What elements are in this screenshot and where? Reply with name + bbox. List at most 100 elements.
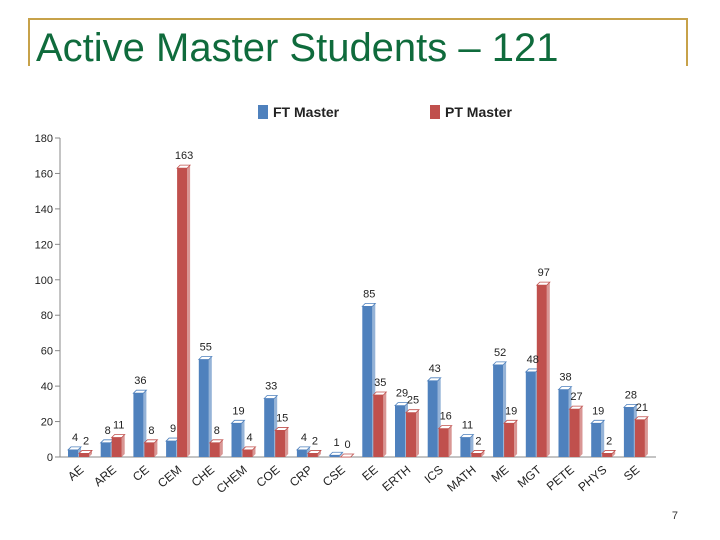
y-tick-label: 140 <box>35 204 53 216</box>
x-tick-label: MGT <box>515 462 545 490</box>
data-label-pt: 2 <box>475 435 481 447</box>
data-label-ft: 29 <box>396 388 408 400</box>
x-tick-label: ARE <box>91 463 119 490</box>
data-label-pt: 15 <box>276 412 288 424</box>
data-label-ft: 8 <box>105 425 111 437</box>
bar-pt-che <box>208 439 224 457</box>
data-label-pt: 19 <box>505 405 517 417</box>
x-tick-label: PETE <box>544 463 577 494</box>
page-number: 7 <box>671 510 678 522</box>
data-label-ft: 11 <box>462 420 473 432</box>
bar-ft-che <box>197 356 213 457</box>
data-label-ft: 19 <box>232 405 244 417</box>
bar-pt-phys <box>601 450 617 457</box>
y-tick-label: 60 <box>41 346 53 358</box>
y-tick-label: 40 <box>41 381 53 393</box>
bar-pt-ce <box>143 439 159 457</box>
x-tick-label: CHEM <box>214 463 250 496</box>
data-label-ft: 38 <box>559 372 571 384</box>
x-tick-label: CEM <box>155 463 184 491</box>
data-label-pt: 2 <box>83 435 89 447</box>
data-label-pt: 8 <box>148 425 154 437</box>
data-label-pt: 27 <box>570 391 582 403</box>
data-label-ft: 36 <box>134 375 146 387</box>
data-label-pt: 2 <box>312 435 318 447</box>
y-tick-label: 0 <box>47 452 53 464</box>
x-tick-label: ME <box>489 463 512 485</box>
x-tick-label: AE <box>65 463 86 484</box>
bar-pt-crp <box>306 450 322 457</box>
data-label-ft: 52 <box>494 347 506 359</box>
data-label-ft: 1 <box>334 437 340 449</box>
y-tick-label: 180 <box>35 133 53 145</box>
bar-pt-cem <box>176 164 192 457</box>
data-label-ft: 48 <box>527 354 539 366</box>
x-tick-label: CE <box>130 463 152 484</box>
bar-pt-math <box>470 450 486 457</box>
y-tick-label: 80 <box>41 310 53 322</box>
data-label-pt: 21 <box>636 402 648 414</box>
bar-ft-chem <box>230 419 246 457</box>
bar-pt-ics <box>437 425 453 457</box>
bar-ft-math <box>459 434 475 457</box>
x-tick-label: ICS <box>422 463 446 487</box>
bar-pt-mgt <box>535 281 551 457</box>
data-label-pt: 16 <box>440 411 452 423</box>
data-label-ft: 43 <box>429 363 441 375</box>
y-tick-label: 20 <box>41 417 53 429</box>
y-tick-label: 100 <box>35 275 53 287</box>
legend-item-ft: FT Master <box>258 104 339 120</box>
x-tick-label: CSE <box>320 463 348 490</box>
data-label-ft: 33 <box>265 381 277 393</box>
bar-pt-cse <box>339 453 355 458</box>
data-label-ft: 55 <box>200 342 212 354</box>
x-tick-label: CRP <box>287 463 315 490</box>
data-label-ft: 28 <box>625 389 637 401</box>
bar-pt-se <box>633 416 649 457</box>
frame-left-line <box>28 18 30 66</box>
chart-legend: FT Master PT Master <box>0 104 720 126</box>
data-label-pt: 35 <box>374 377 386 389</box>
bar-pt-me <box>503 419 519 457</box>
data-label-ft: 19 <box>592 405 604 417</box>
bar-pt-chem <box>241 446 257 457</box>
data-label-pt: 25 <box>407 395 419 407</box>
data-label-pt: 97 <box>538 267 550 279</box>
x-tick-label: SE <box>621 463 642 484</box>
data-label-pt: 0 <box>345 439 351 451</box>
x-tick-label: PHYS <box>575 463 609 495</box>
bar-pt-ee <box>372 391 388 457</box>
bar-pt-ae <box>78 450 93 457</box>
data-label-pt: 2 <box>606 435 612 447</box>
data-label-pt: 8 <box>214 425 220 437</box>
data-label-pt: 11 <box>113 420 124 432</box>
x-tick-label: COE <box>254 463 283 490</box>
bar-pt-pete <box>568 405 584 457</box>
data-label-pt: 163 <box>175 150 193 162</box>
legend-label-ft: FT Master <box>273 104 340 120</box>
bar-ft-ce <box>132 389 148 457</box>
slide-title: Active Master Students – 121 <box>36 26 559 70</box>
legend-label-pt: PT Master <box>445 104 512 120</box>
y-tick-label: 120 <box>35 239 53 251</box>
data-label-pt: 4 <box>246 432 252 444</box>
legend-item-pt: PT Master <box>430 104 512 120</box>
y-tick-label: 160 <box>35 168 53 180</box>
bar-ft-phys <box>590 419 606 457</box>
data-label-ft: 9 <box>170 423 176 435</box>
data-label-ft: 4 <box>72 432 78 444</box>
bar-pt-erth <box>405 409 420 457</box>
bar-ft-cse <box>328 451 344 457</box>
data-label-ft: 4 <box>301 432 307 444</box>
frame-top-line <box>28 18 688 20</box>
legend-swatch-ft <box>258 105 268 119</box>
x-tick-label: EE <box>359 463 380 484</box>
x-tick-label: MATH <box>444 463 478 495</box>
legend-swatch-pt <box>430 105 440 119</box>
bar-pt-coe <box>274 427 290 457</box>
x-tick-label: ERTH <box>379 463 413 495</box>
data-label-ft: 85 <box>363 288 375 300</box>
bar-pt-are <box>110 434 126 457</box>
frame-right-line <box>686 18 688 66</box>
